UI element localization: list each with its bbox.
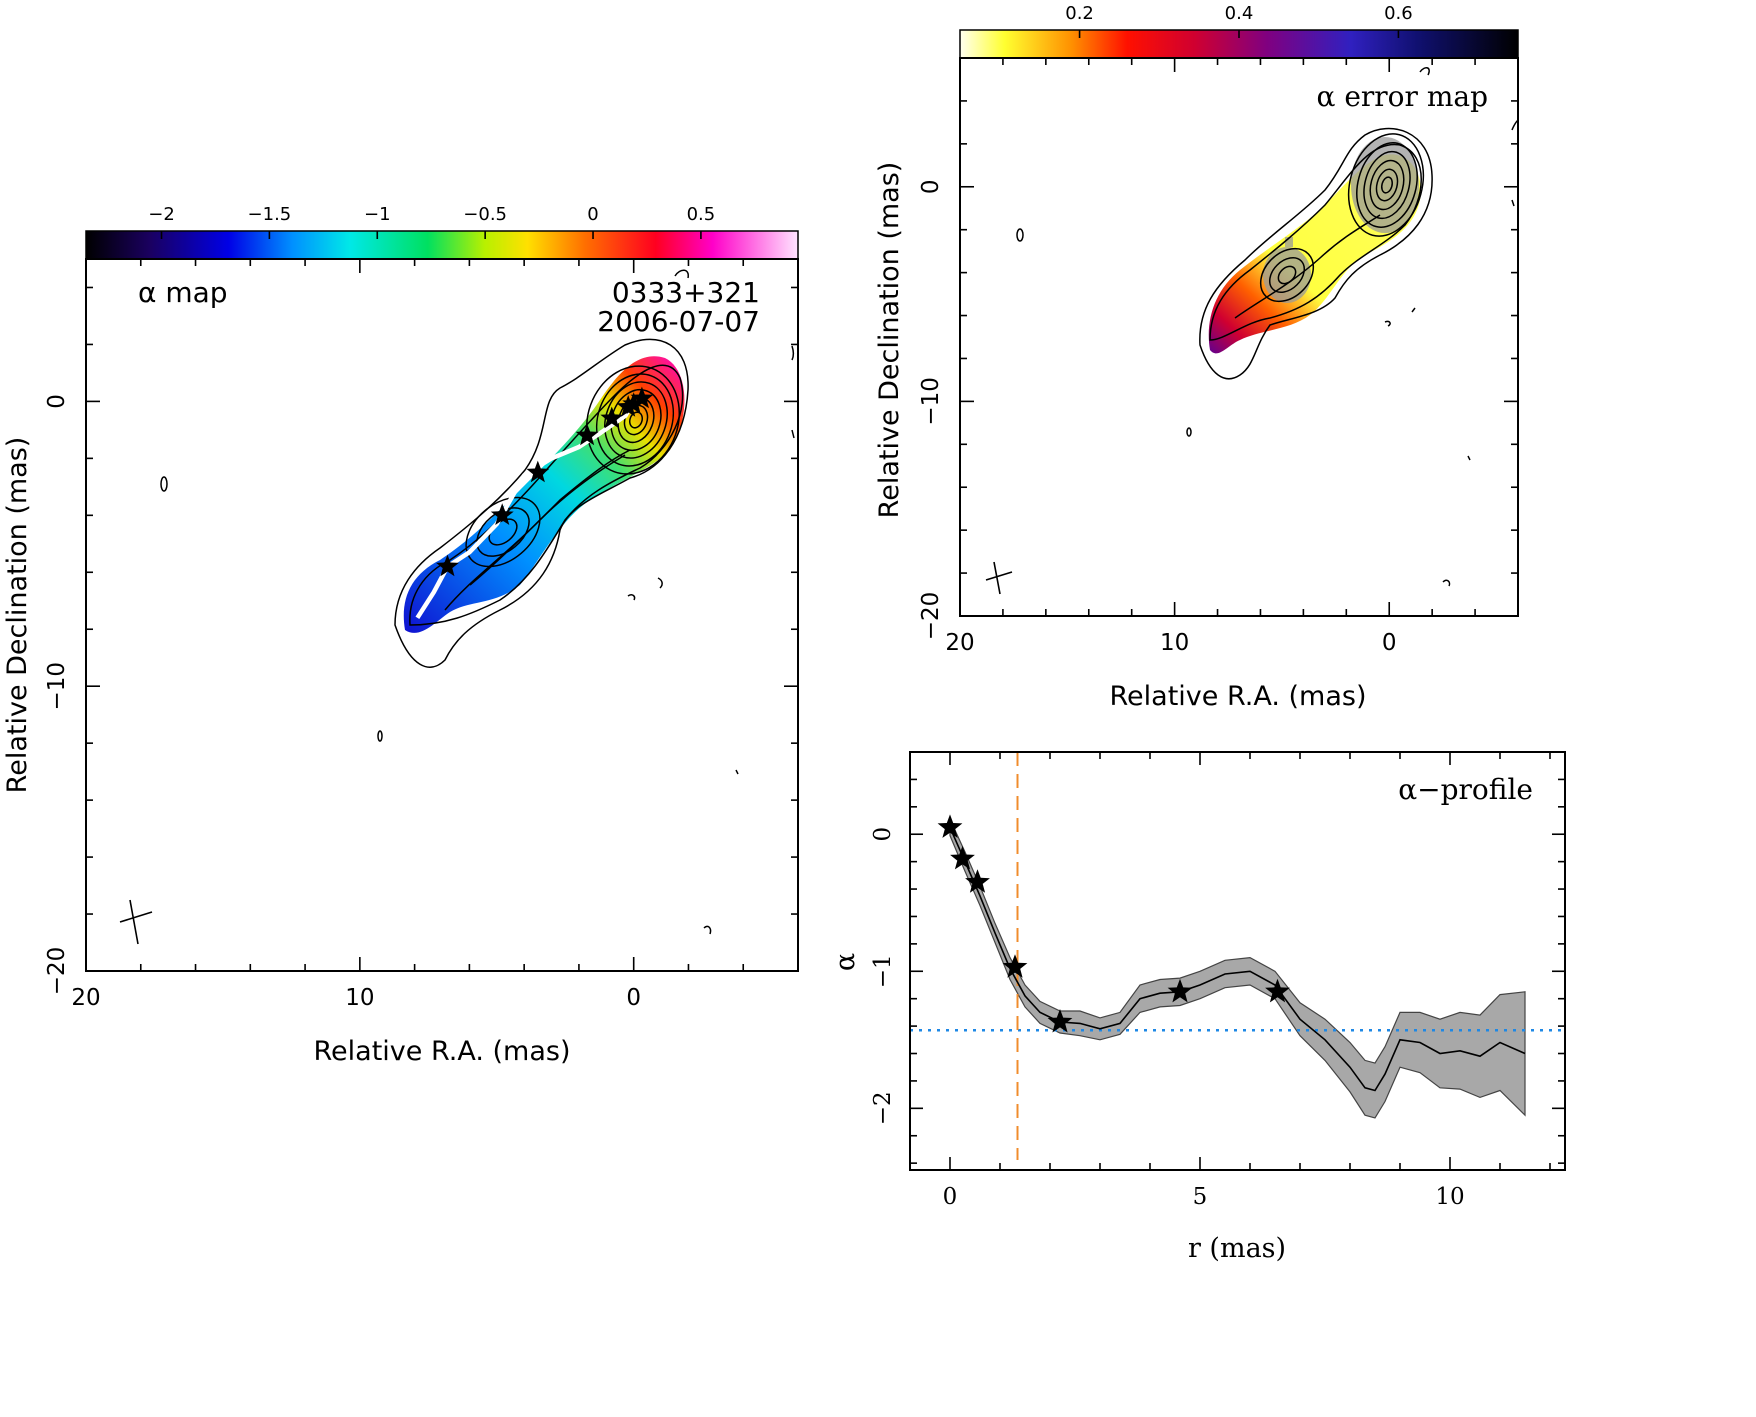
ridge-line-path — [415, 400, 636, 620]
y-tick-label: −10 — [918, 377, 944, 426]
alpha-map-image — [160, 269, 795, 935]
alpha-profile-line — [949, 827, 1526, 1092]
profile-xlabel: r (mas) — [1188, 1233, 1286, 1264]
colorbar-tick-label: 0.6 — [1384, 3, 1413, 24]
x-tick-label: 10 — [1435, 1184, 1464, 1210]
y-tick-label: 0 — [44, 394, 70, 409]
profile-star-marker — [937, 814, 963, 838]
y-tick-label: −10 — [44, 662, 70, 711]
alpha-colorbar-ticks: −2 −1.5 −1 −0.5 0 0.5 — [148, 204, 715, 239]
colorbar-tick-label: −1.5 — [248, 204, 292, 225]
error-map-ylabel: Relative Declination (mas) — [874, 162, 905, 519]
y-tick-label: −20 — [918, 592, 944, 641]
colorbar-tick-label: 0 — [587, 204, 598, 225]
ridge-star-marker — [600, 406, 624, 429]
x-tick-label: 20 — [71, 985, 100, 1011]
alpha-error-band — [949, 818, 1526, 1119]
alpha-map-label: α map — [138, 276, 228, 309]
error-colorbar-ticks: 0.2 0.4 0.6 — [1065, 3, 1413, 38]
colorbar-tick-label: 0.2 — [1065, 3, 1094, 24]
ridge-star-marker — [490, 503, 514, 525]
profile-ticks: 0 5 10 0 −1 −2 — [870, 751, 1565, 1210]
profile-ylabel: α — [830, 953, 861, 971]
ridge-star-marker — [616, 395, 640, 417]
profile-star-marker — [1047, 1009, 1073, 1033]
alpha-profile-panel: 0 5 10 0 −1 −2 α−profile r (mas) α — [830, 751, 1566, 1264]
y-tick-label: −1 — [870, 954, 896, 988]
x-tick-label: 5 — [1193, 1184, 1208, 1210]
y-tick-label: 0 — [918, 179, 944, 194]
colorbar-tick-label: −1 — [364, 204, 391, 225]
x-tick-label: 0 — [943, 1184, 958, 1210]
error-map-frame — [959, 57, 1519, 617]
x-tick-label: 10 — [1160, 630, 1189, 656]
x-tick-label: 0 — [1382, 630, 1397, 656]
error-beam-marker — [985, 561, 1013, 595]
alpha-map-xlabel: Relative R.A. (mas) — [314, 1036, 571, 1067]
x-tick-label: 20 — [945, 630, 974, 656]
profile-star-marker — [1265, 978, 1290, 1003]
colorbar-tick-label: 0.4 — [1225, 3, 1254, 24]
alpha-map-ylabel: Relative Declination (mas) — [2, 437, 33, 794]
error-map-label: α error map — [1317, 80, 1488, 113]
profile-frame — [909, 751, 1566, 1171]
profile-star-marker — [1167, 978, 1193, 1003]
alpha-error-map-panel: 0.2 0.4 0.6 — [874, 3, 1519, 712]
alpha-map-ticks: 20 10 0 0 −10 −20 — [44, 259, 799, 1011]
profile-label: α−profile — [1398, 773, 1533, 806]
ridge-star-marker — [436, 554, 459, 577]
alpha-profile-plot — [910, 752, 1565, 1160]
ridge-star-marker — [575, 423, 599, 446]
alpha-map-frame — [85, 258, 799, 972]
source-name: 0333+321 — [612, 276, 760, 309]
ridge-line — [415, 400, 636, 620]
colorbar-tick-label: −0.5 — [463, 204, 507, 225]
ridge-stars — [436, 386, 654, 577]
beam-marker — [119, 899, 153, 945]
error-map-ticks: 20 10 0 0 −10 −20 — [918, 57, 1519, 656]
profile-star-marker — [965, 869, 990, 893]
y-tick-label: −20 — [44, 947, 70, 996]
alpha-map-panel: −2 −1.5 −1 −0.5 0 0.5 — [2, 204, 799, 1067]
colorbar-tick-label: 0.5 — [687, 204, 716, 225]
y-tick-label: 0 — [870, 827, 896, 842]
observation-date: 2006-07-07 — [597, 305, 760, 338]
ridge-star-marker — [526, 460, 550, 483]
ridge-star-marker — [630, 386, 654, 409]
error-map-xlabel: Relative R.A. (mas) — [1110, 681, 1367, 712]
y-tick-label: −2 — [870, 1091, 896, 1125]
x-tick-label: 0 — [626, 985, 641, 1011]
profile-star-marker — [1002, 954, 1028, 978]
alpha-error-map-image — [1016, 67, 1519, 587]
ridge-star-marker — [622, 392, 646, 414]
profile-star-marker — [950, 845, 975, 870]
x-tick-label: 10 — [345, 985, 374, 1011]
error-map-contours — [1016, 67, 1519, 587]
alpha-colorbar — [85, 230, 799, 260]
colorbar-tick-label: −2 — [148, 204, 175, 225]
